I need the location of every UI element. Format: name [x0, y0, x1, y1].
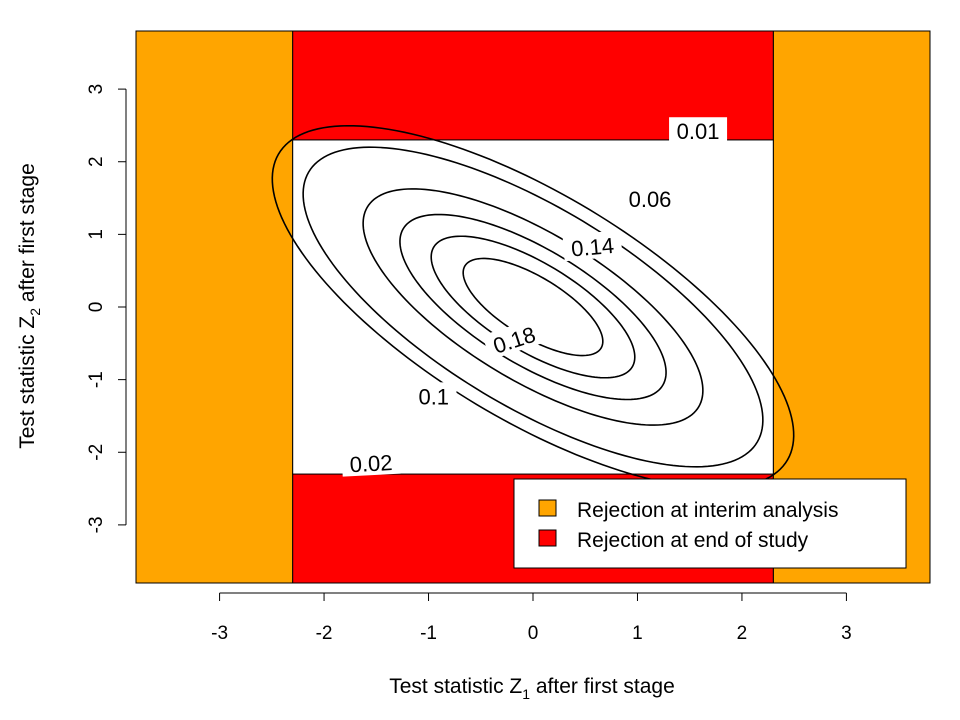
- region-continue: [292, 139, 774, 475]
- x-axis: -3 -2 -1 0 1 2 3: [211, 592, 852, 644]
- contour-label-text: 0.06: [629, 187, 672, 212]
- x-tick-label: 0: [528, 623, 539, 644]
- contour-label-text: 0.02: [349, 450, 393, 477]
- x-tick-label: 3: [841, 623, 852, 644]
- legend: Rejection at interim analysis Rejection …: [513, 478, 907, 569]
- region-interim-left: [135, 30, 294, 584]
- plot-frame: [135, 30, 931, 584]
- contour-label-text: 0.01: [677, 119, 720, 144]
- contour-label-bg: [482, 317, 546, 361]
- contour-label-0-02: 0.02: [341, 447, 401, 477]
- x-axis-title: Test statistic Z1 after first stage: [389, 675, 675, 702]
- contour-label-text: 0.1: [418, 384, 449, 409]
- x-tick-label: 2: [737, 623, 748, 644]
- y-tick-label: 2: [86, 156, 107, 167]
- legend-box: [513, 478, 907, 569]
- contour-label-bg: [669, 117, 728, 144]
- y-axis: -3 -2 -1 0 1 2 3: [86, 84, 127, 533]
- contour-line-0-06: [362, 188, 704, 426]
- contour-label-0-01: 0.01: [669, 117, 728, 144]
- contour-label-text: 0.14: [570, 233, 615, 262]
- contour-label-bg: [562, 230, 623, 262]
- x-tick-label: 1: [632, 623, 643, 644]
- legend-swatch-end: [538, 529, 557, 547]
- contour-label-0-14: 0.14: [562, 230, 623, 262]
- y-tick-label: 1: [86, 229, 107, 240]
- contour-label-bg: [411, 382, 457, 409]
- contour-label-bg: [341, 447, 401, 477]
- contour-line-0-1: [399, 213, 667, 401]
- contour-label-bg: [621, 184, 680, 211]
- y-tick-label: -1: [86, 371, 107, 388]
- x-tick-label: -1: [420, 623, 437, 644]
- y-tick-label: 3: [86, 84, 107, 95]
- x-tick-label: -3: [211, 623, 228, 644]
- y-tick-label: -3: [86, 516, 107, 533]
- legend-swatch-interim: [538, 499, 557, 517]
- y-tick-label: -2: [86, 444, 107, 461]
- contour-label-0-1: 0.1: [411, 382, 457, 409]
- y-tick-label: 0: [86, 302, 107, 313]
- legend-label-end: Rejection at end of study: [577, 529, 809, 552]
- contour-line-0-18: [462, 257, 604, 357]
- legend-label-interim: Rejection at interim analysis: [577, 499, 838, 522]
- contour-line-0-01: [271, 124, 795, 490]
- contour-labels: 0.010.060.140.180.10.02: [341, 117, 728, 477]
- y-axis-title: Test statistic Z2 after first stage: [16, 163, 43, 449]
- x-tick-label: -2: [316, 623, 333, 644]
- contour-line-0-02: [302, 146, 764, 468]
- contour-label-0-06: 0.06: [621, 184, 680, 212]
